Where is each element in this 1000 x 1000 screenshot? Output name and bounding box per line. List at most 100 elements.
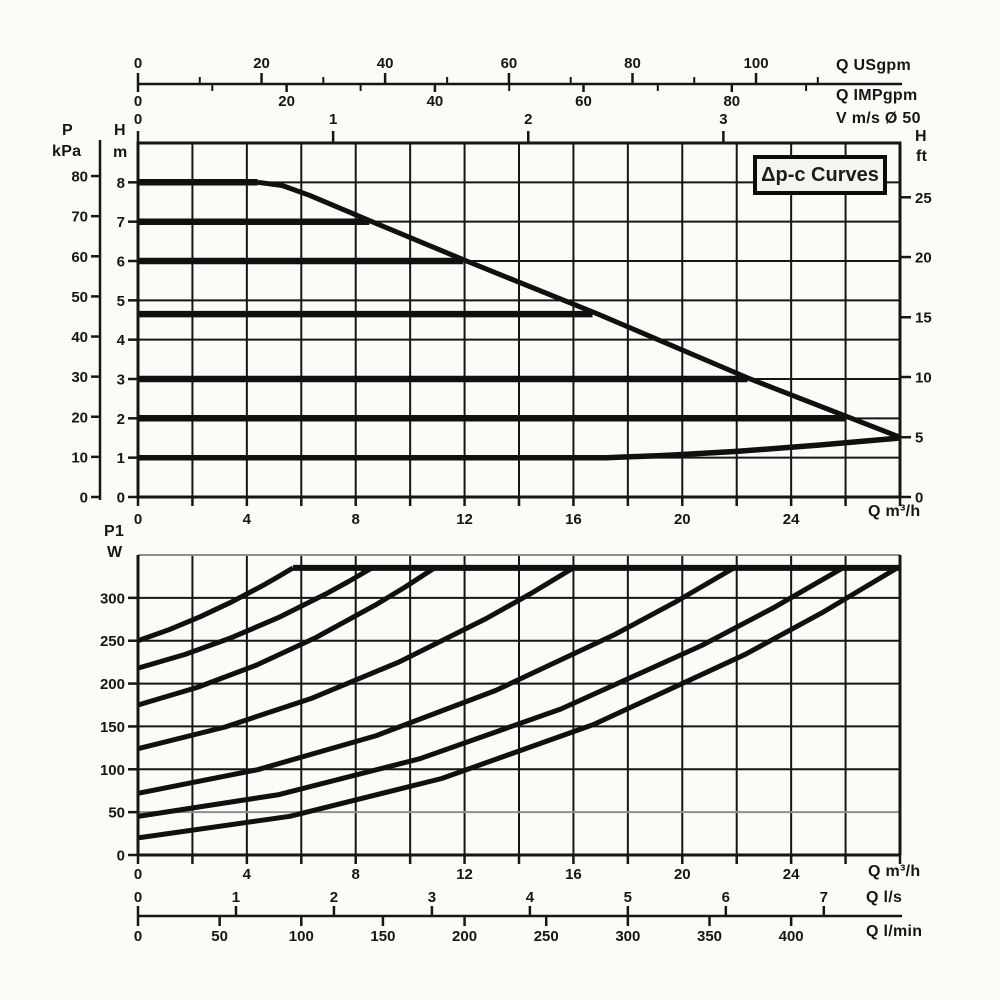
tick-label: 24 [783,511,800,528]
series-p1-setting-8m [137,565,295,644]
tick-label: 20 [674,866,691,883]
tick-label: 100 [744,55,769,72]
series-p1-setting-6m [137,565,436,708]
axis-impgpm: 0 20 40 60 80 [134,84,808,110]
tick-label: 7 [117,214,125,231]
tick-label: 20 [71,409,88,426]
series-setting-1m [138,435,901,461]
tick-label: 50 [108,805,125,822]
tick-label: 80 [723,93,740,110]
tick-label: 20 [278,93,295,110]
head-grid [138,143,900,497]
tick-label: 6 [722,889,730,906]
tick-label: 80 [624,55,641,72]
tick-label: 20 [674,511,691,528]
tick-label: 7 [820,889,828,906]
tick-label: 20 [253,55,270,72]
axis-caption-qlmin: Q l/min [866,923,923,940]
tick-label: 0 [915,490,923,507]
tick-label: 40 [71,329,88,346]
tick-label: 200 [100,676,125,693]
axis-caption-kpa: kPa [52,143,82,160]
tick-label: 10 [915,370,932,387]
axis-kpa: 0 10 20 30 40 50 60 70 80 [71,140,102,507]
tick-label: 0 [134,511,142,528]
tick-label: 12 [456,866,473,883]
tick-label: 60 [71,249,88,266]
tick-label: 200 [452,928,477,945]
tick-label: 0 [134,93,142,110]
tick-label: 2 [524,111,532,128]
tick-label: 1 [117,450,125,467]
tick-label: 2 [117,411,125,428]
axis-qm3h-bottom: 0 4 8 12 16 20 24 [134,855,902,883]
tick-label: 40 [427,93,444,110]
tick-label: 4 [117,332,126,349]
tick-label: 4 [243,866,252,883]
tick-label: 40 [377,55,394,72]
tick-label: 8 [352,866,360,883]
tick-label: 0 [117,848,125,865]
axis-usgpm: 0 20 40 60 80 100 [134,55,902,86]
tick-label: 16 [565,866,582,883]
axis-caption-p: P [62,122,73,139]
tick-label: 3 [117,372,125,389]
axis-lps: 0 1 2 3 4 5 6 7 [134,889,902,918]
tick-label: 5 [915,430,923,447]
series-p1-setting-4.7m [137,565,575,752]
tick-label: 4 [243,511,252,528]
axis-qm3h-top: 0 4 8 12 16 20 24 [134,497,902,528]
tick-label: 5 [117,293,125,310]
tick-label: 100 [289,928,314,945]
axis-caption-hft-h: H [915,128,927,145]
tick-label: 25 [915,190,932,207]
axis-lpm: 0 50 100 150 200 250 300 350 400 [134,916,804,945]
axis-caption-qm3h-bottom: Q m³/h [868,863,921,880]
axis-caption-usgpm: Q USgpm [836,57,911,74]
tick-label: 0 [134,866,142,883]
tick-label: 70 [71,209,88,226]
axis-caption-m: m [113,144,128,161]
tick-label: 0 [80,490,88,507]
series-p1-setting-2m [137,565,845,819]
tick-label: 30 [71,369,88,386]
tick-label: 0 [134,889,142,906]
series-max-speed-limit [257,179,901,440]
power-series [137,564,900,841]
tick-label: 250 [100,633,125,650]
axis-caption-h: H [114,122,126,139]
head-series [138,179,901,461]
tick-label: 300 [615,928,640,945]
tick-label: 6 [117,254,125,271]
tick-label: 1 [329,111,337,128]
tick-label: 0 [134,55,142,72]
tick-label: 1 [232,889,240,906]
tick-label: 4 [526,889,535,906]
series-p1-setting-3m [137,565,736,796]
tick-label: 150 [100,719,125,736]
axis-caption-w: W [107,544,123,561]
axis-caption-impgpm: Q IMPgpm [836,87,918,104]
tick-label: 150 [370,928,395,945]
tick-label: 5 [624,889,632,906]
axis-velocity: 0 1 2 3 [134,111,728,143]
tick-label: 0 [134,928,142,945]
tick-label: 400 [779,928,804,945]
tick-label: 24 [783,866,800,883]
axis-hm: 0 1 2 3 4 5 6 7 8 [117,175,137,507]
tick-label: 10 [71,449,88,466]
tick-label: 60 [575,93,592,110]
tick-label: 300 [100,590,125,607]
tick-label: 80 [71,169,88,186]
series-p1-setting-1m [137,565,899,841]
tick-label: 50 [71,289,88,306]
tick-label: 0 [134,111,142,128]
axis-hft: 0 5 10 15 20 25 [900,190,932,507]
tick-label: 0 [117,490,125,507]
tick-label: 50 [211,928,228,945]
axis-caption-p1: P1 [104,523,125,540]
tick-label: 350 [697,928,722,945]
tick-label: 20 [915,250,932,267]
tick-label: 3 [719,111,727,128]
